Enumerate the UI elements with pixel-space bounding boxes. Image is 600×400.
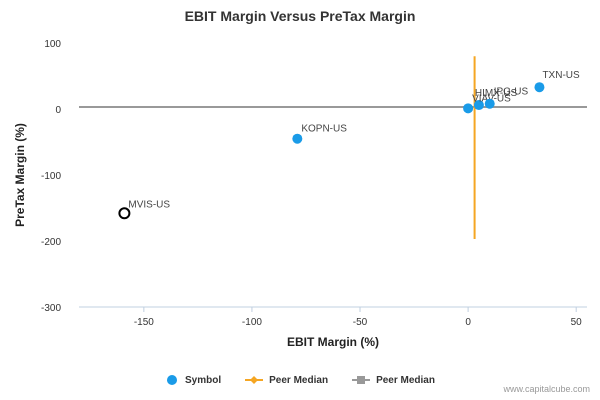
legend-circle-icon (167, 375, 178, 385)
data-label-ipg-us: IPG-US (494, 87, 529, 98)
x-tick-label: 0 (465, 317, 471, 328)
data-point-himx-us (473, 100, 484, 111)
x-tick-label: 50 (571, 317, 583, 328)
data-point-mvis-us (118, 207, 131, 220)
data-point-txn-us (534, 82, 545, 93)
legend-label-symbol: Symbol (185, 374, 222, 386)
legend-item-peer-median-gray[interactable]: Peer Median (352, 374, 435, 386)
y-tick-label: -200 (41, 237, 61, 248)
x-axis-title: EBIT Margin (%) (287, 335, 379, 349)
legend-diamond-line-icon (245, 376, 264, 384)
y-tick-label: -100 (41, 171, 61, 182)
y-tick-label: -300 (41, 303, 61, 314)
y-tick-label: 0 (55, 105, 61, 116)
legend-label-peer-median-orange: Peer Median (269, 374, 329, 386)
legend-item-symbol[interactable]: Symbol (165, 374, 221, 386)
data-point-ipg-us (484, 98, 495, 109)
data-point-kopn-us (292, 133, 303, 144)
x-tick-label: -100 (242, 317, 262, 328)
legend-square-line-icon (352, 376, 371, 384)
legend-item-peer-median-orange[interactable]: Peer Median (245, 374, 328, 386)
data-point-viav-us (463, 103, 474, 114)
x-tick-label: -150 (134, 317, 154, 328)
x-tick-label: -50 (353, 317, 368, 328)
y-axis-title: PreTax Margin (%) (13, 123, 27, 227)
data-label-viav-us: VIAV-US (472, 93, 511, 104)
data-label-mvis-us: MVIS-US (128, 199, 170, 210)
data-label-himx-us: HIMX-US (475, 88, 518, 99)
chart-title: EBIT Margin Versus PreTax Margin (184, 8, 416, 24)
data-label-txn-us: TXN-US (542, 70, 580, 81)
watermark: www.capitalcube.com (503, 384, 590, 394)
legend: Symbol Peer Median Peer Median (0, 374, 600, 386)
data-label-kopn-us: KOPN-US (301, 124, 347, 135)
legend-label-peer-median-gray: Peer Median (376, 374, 435, 386)
y-tick-label: 100 (44, 39, 61, 50)
